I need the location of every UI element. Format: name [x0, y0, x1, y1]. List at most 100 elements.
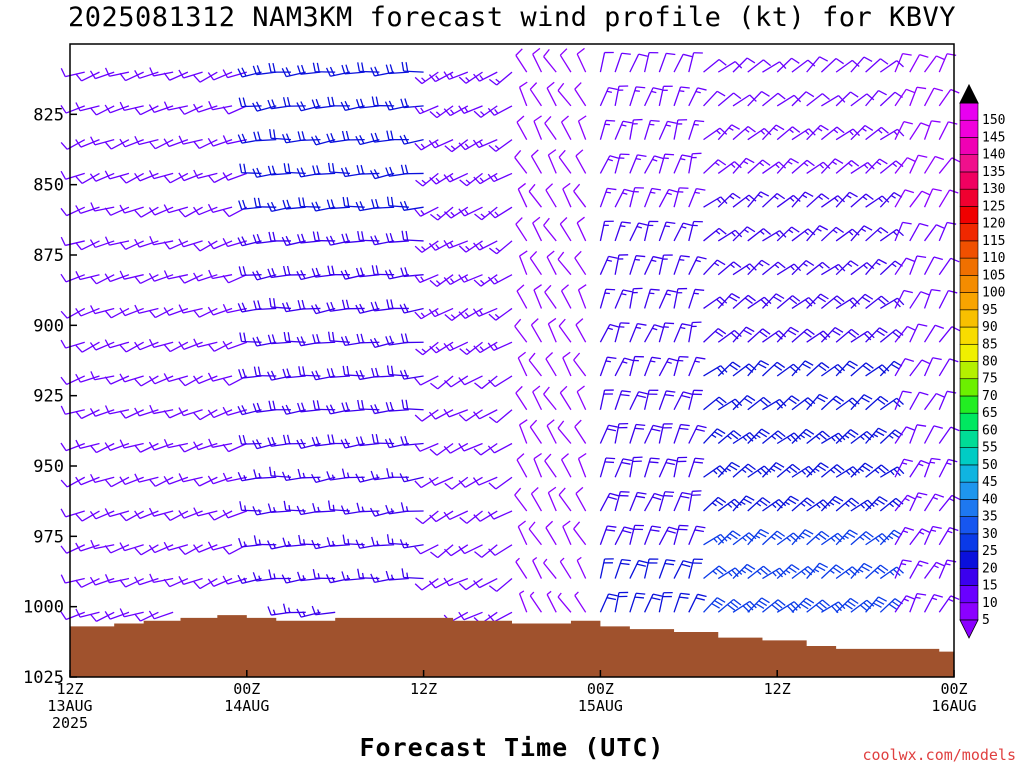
wind-barb — [528, 352, 542, 377]
barb-staff — [938, 459, 949, 478]
barb-staff — [938, 121, 949, 140]
wind-barb — [894, 289, 913, 309]
barb-staff — [140, 544, 159, 556]
barb-feather — [134, 341, 141, 351]
barb-feather — [561, 284, 569, 292]
barb-staff — [776, 126, 793, 141]
barb-half-feather — [725, 467, 732, 472]
wind-barb — [267, 165, 292, 176]
wind-barb — [458, 307, 483, 320]
barb-feather — [300, 101, 306, 111]
wind-barb — [835, 360, 858, 377]
wind-barb — [688, 321, 702, 343]
barb-feather — [932, 188, 942, 192]
colorbar-label: 10 — [982, 596, 998, 611]
wind-barb — [614, 458, 633, 478]
barb-half-feather — [574, 591, 579, 596]
wind-barb — [717, 361, 741, 377]
barb-staff — [644, 493, 655, 512]
barb-staff — [923, 289, 932, 309]
barb-feather — [864, 462, 874, 469]
barb-half-feather — [900, 563, 907, 566]
wind-barb — [835, 91, 859, 107]
barb-feather — [327, 500, 331, 510]
barb-half-feather — [450, 211, 455, 217]
barb-staff — [96, 611, 115, 622]
wind-barb — [747, 360, 770, 377]
barb-feather — [763, 396, 772, 404]
wind-barb — [163, 307, 189, 316]
wind-barb — [473, 240, 498, 251]
barb-staff — [923, 120, 932, 140]
wind-barb — [673, 187, 689, 208]
barb-half-feather — [421, 179, 427, 184]
colorbar-label: 75 — [982, 372, 998, 387]
barb-feather — [557, 420, 565, 429]
barb-staff — [850, 125, 866, 141]
barb-half-feather — [890, 470, 895, 476]
wind-barb — [820, 57, 844, 73]
barb-staff — [909, 223, 921, 242]
wind-barb — [163, 172, 189, 184]
wind-barb — [732, 194, 757, 208]
wind-barb — [544, 284, 557, 309]
barb-feather — [880, 564, 889, 572]
barb-half-feather — [420, 276, 425, 282]
wind-barb — [428, 476, 454, 486]
barb-feather — [896, 397, 904, 405]
barb-staff — [94, 139, 115, 146]
barb-feather — [444, 145, 453, 153]
barb-feather — [243, 332, 247, 342]
barb-staff — [124, 442, 144, 449]
barb-half-feather — [258, 472, 261, 479]
barb-staff — [791, 428, 807, 444]
wind-barb — [629, 559, 648, 579]
wind-barb — [791, 328, 815, 343]
barb-staff — [436, 442, 454, 456]
barb-feather — [178, 304, 184, 314]
wind-barb — [282, 603, 306, 614]
barb-staff — [865, 126, 882, 141]
wind-barb — [688, 288, 705, 309]
wind-barb — [806, 261, 830, 276]
barb-feather — [748, 363, 757, 371]
barb-feather — [473, 580, 480, 589]
barb-staff — [95, 240, 115, 249]
barb-staff — [450, 375, 469, 388]
barb-feather — [414, 311, 422, 320]
barb-feather — [296, 270, 302, 280]
wind-barb — [923, 256, 943, 275]
wind-barb — [747, 565, 772, 580]
barb-feather — [519, 250, 528, 257]
barb-half-feather — [607, 158, 613, 162]
barb-staff — [559, 392, 572, 411]
barb-feather — [403, 369, 409, 379]
barb-feather — [344, 335, 350, 345]
barb-half-feather — [863, 264, 868, 269]
barb-staff — [762, 61, 780, 73]
wind-barb — [791, 59, 816, 73]
wind-barb — [340, 438, 365, 449]
barb-feather — [207, 137, 214, 147]
wind-barb — [119, 409, 144, 419]
barb-feather — [134, 304, 140, 314]
barb-staff — [153, 341, 174, 349]
wind-barb — [894, 189, 915, 208]
barb-staff — [879, 497, 897, 512]
wind-barb — [576, 47, 587, 73]
wind-barb — [148, 139, 174, 150]
barb-feather — [865, 531, 874, 538]
barb-staff — [494, 442, 513, 454]
wind-barb — [909, 154, 928, 174]
barb-feather — [148, 273, 155, 282]
barb-feather — [718, 59, 727, 66]
credit-link[interactable]: coolwx.com/models — [862, 746, 1016, 764]
barb-feather — [163, 270, 169, 280]
wind-barb — [149, 404, 174, 415]
barb-feather — [104, 236, 110, 246]
barb-staff — [909, 54, 921, 73]
barb-feather — [762, 328, 771, 335]
wind-barb — [673, 356, 689, 377]
wind-barb — [428, 139, 454, 149]
barb-feather — [390, 365, 394, 375]
